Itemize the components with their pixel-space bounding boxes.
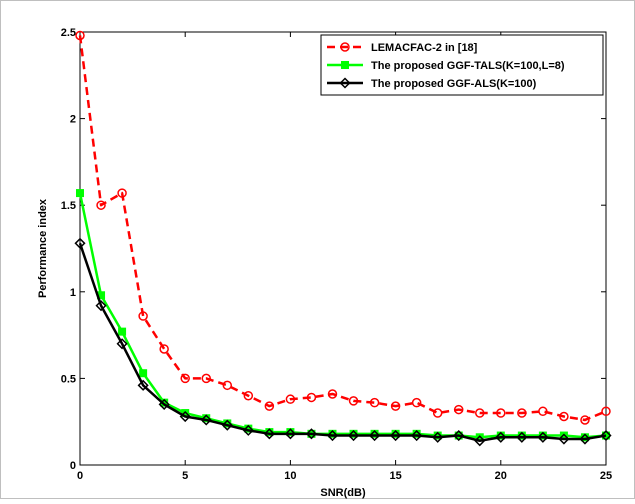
data-point xyxy=(601,406,611,417)
data-point xyxy=(200,414,212,426)
data-point xyxy=(411,429,423,442)
data-point xyxy=(558,433,570,445)
x-tick-label: 15 xyxy=(389,470,401,482)
x-tick-label: 0 xyxy=(77,470,83,482)
legend-marker xyxy=(339,77,351,89)
y-tick-label: 0 xyxy=(70,460,76,472)
legend-marker xyxy=(340,42,350,52)
data-point xyxy=(96,200,106,210)
legend-label: The proposed GGF-ALS(K=100) xyxy=(371,78,537,90)
data-point xyxy=(76,189,84,198)
data-point xyxy=(327,389,338,399)
data-point xyxy=(159,344,169,354)
y-axis-label: Performance index xyxy=(37,198,49,298)
legend: LEMACFAC-2 in [18] The proposed GGF-TALS(… xyxy=(320,34,604,96)
data-point xyxy=(139,369,148,378)
data-point xyxy=(453,404,464,415)
data-point xyxy=(537,431,549,443)
x-tick-label: 20 xyxy=(495,470,507,482)
data-point xyxy=(347,429,360,442)
data-point xyxy=(242,424,254,436)
y-tick-label: 1 xyxy=(70,287,76,299)
x-tick-label: 25 xyxy=(600,470,612,482)
series-layer xyxy=(74,30,612,447)
data-point xyxy=(432,408,443,418)
data-point xyxy=(580,415,590,425)
legend-entry: The proposed GGF-TALS(K=100,L=8) xyxy=(327,60,565,72)
series-line xyxy=(78,35,607,422)
x-tick-label: 10 xyxy=(284,470,296,482)
data-point xyxy=(158,398,170,410)
data-point xyxy=(368,429,381,442)
y-tick-label: 0.5 xyxy=(61,373,76,385)
x-tick-label: 5 xyxy=(182,470,188,482)
data-point xyxy=(516,431,528,443)
legend-label: LEMACFAC-2 in [18] xyxy=(371,42,478,54)
data-point xyxy=(432,431,444,443)
legend-box xyxy=(320,34,604,96)
legend-entry: The proposed GGF-ALS(K=100) xyxy=(327,77,537,90)
x-axis-label: SNR(dB) xyxy=(320,487,366,499)
legend-marker xyxy=(341,61,349,69)
data-point xyxy=(517,408,527,418)
y-tick-label: 1.5 xyxy=(61,200,76,212)
data-point xyxy=(74,237,86,249)
legend-entry: LEMACFAC-2 in [18] xyxy=(327,42,478,54)
data-point xyxy=(117,188,127,198)
plot-area xyxy=(79,31,607,466)
data-point xyxy=(116,338,128,350)
data-point xyxy=(369,397,380,408)
data-point xyxy=(390,429,402,442)
data-point xyxy=(201,373,211,384)
data-point xyxy=(285,394,296,404)
data-point xyxy=(348,396,359,406)
data-point xyxy=(305,428,318,440)
series-1 xyxy=(75,30,611,425)
data-point xyxy=(453,429,465,442)
data-point xyxy=(221,419,233,431)
data-point xyxy=(306,392,317,403)
data-point xyxy=(138,311,148,321)
data-point xyxy=(179,410,191,423)
legend-label: The proposed GGF-TALS(K=100,L=8) xyxy=(371,60,565,72)
data-point xyxy=(475,408,485,418)
data-point xyxy=(538,406,548,417)
data-point xyxy=(326,429,339,442)
data-point xyxy=(75,30,85,41)
data-point xyxy=(559,411,569,422)
axis-ticks: 0 5 10 15 20 25 0 0.5 1 1.5 2 2.5 xyxy=(61,27,612,482)
data-point xyxy=(600,429,612,442)
data-point xyxy=(284,428,296,440)
data-point xyxy=(264,401,275,411)
data-point xyxy=(579,433,591,445)
data-point xyxy=(95,300,107,312)
data-point xyxy=(411,397,422,408)
data-point xyxy=(180,373,190,384)
data-point xyxy=(222,380,233,391)
data-point xyxy=(390,401,401,411)
data-point xyxy=(118,327,127,336)
series-3 xyxy=(74,237,612,447)
y-tick-label: 2.5 xyxy=(61,27,76,39)
data-point xyxy=(263,428,275,440)
data-point xyxy=(496,408,506,418)
y-tick-label: 2 xyxy=(70,114,76,126)
data-point xyxy=(243,390,254,401)
data-point xyxy=(137,379,149,391)
data-point xyxy=(495,431,507,443)
data-point xyxy=(474,435,486,447)
